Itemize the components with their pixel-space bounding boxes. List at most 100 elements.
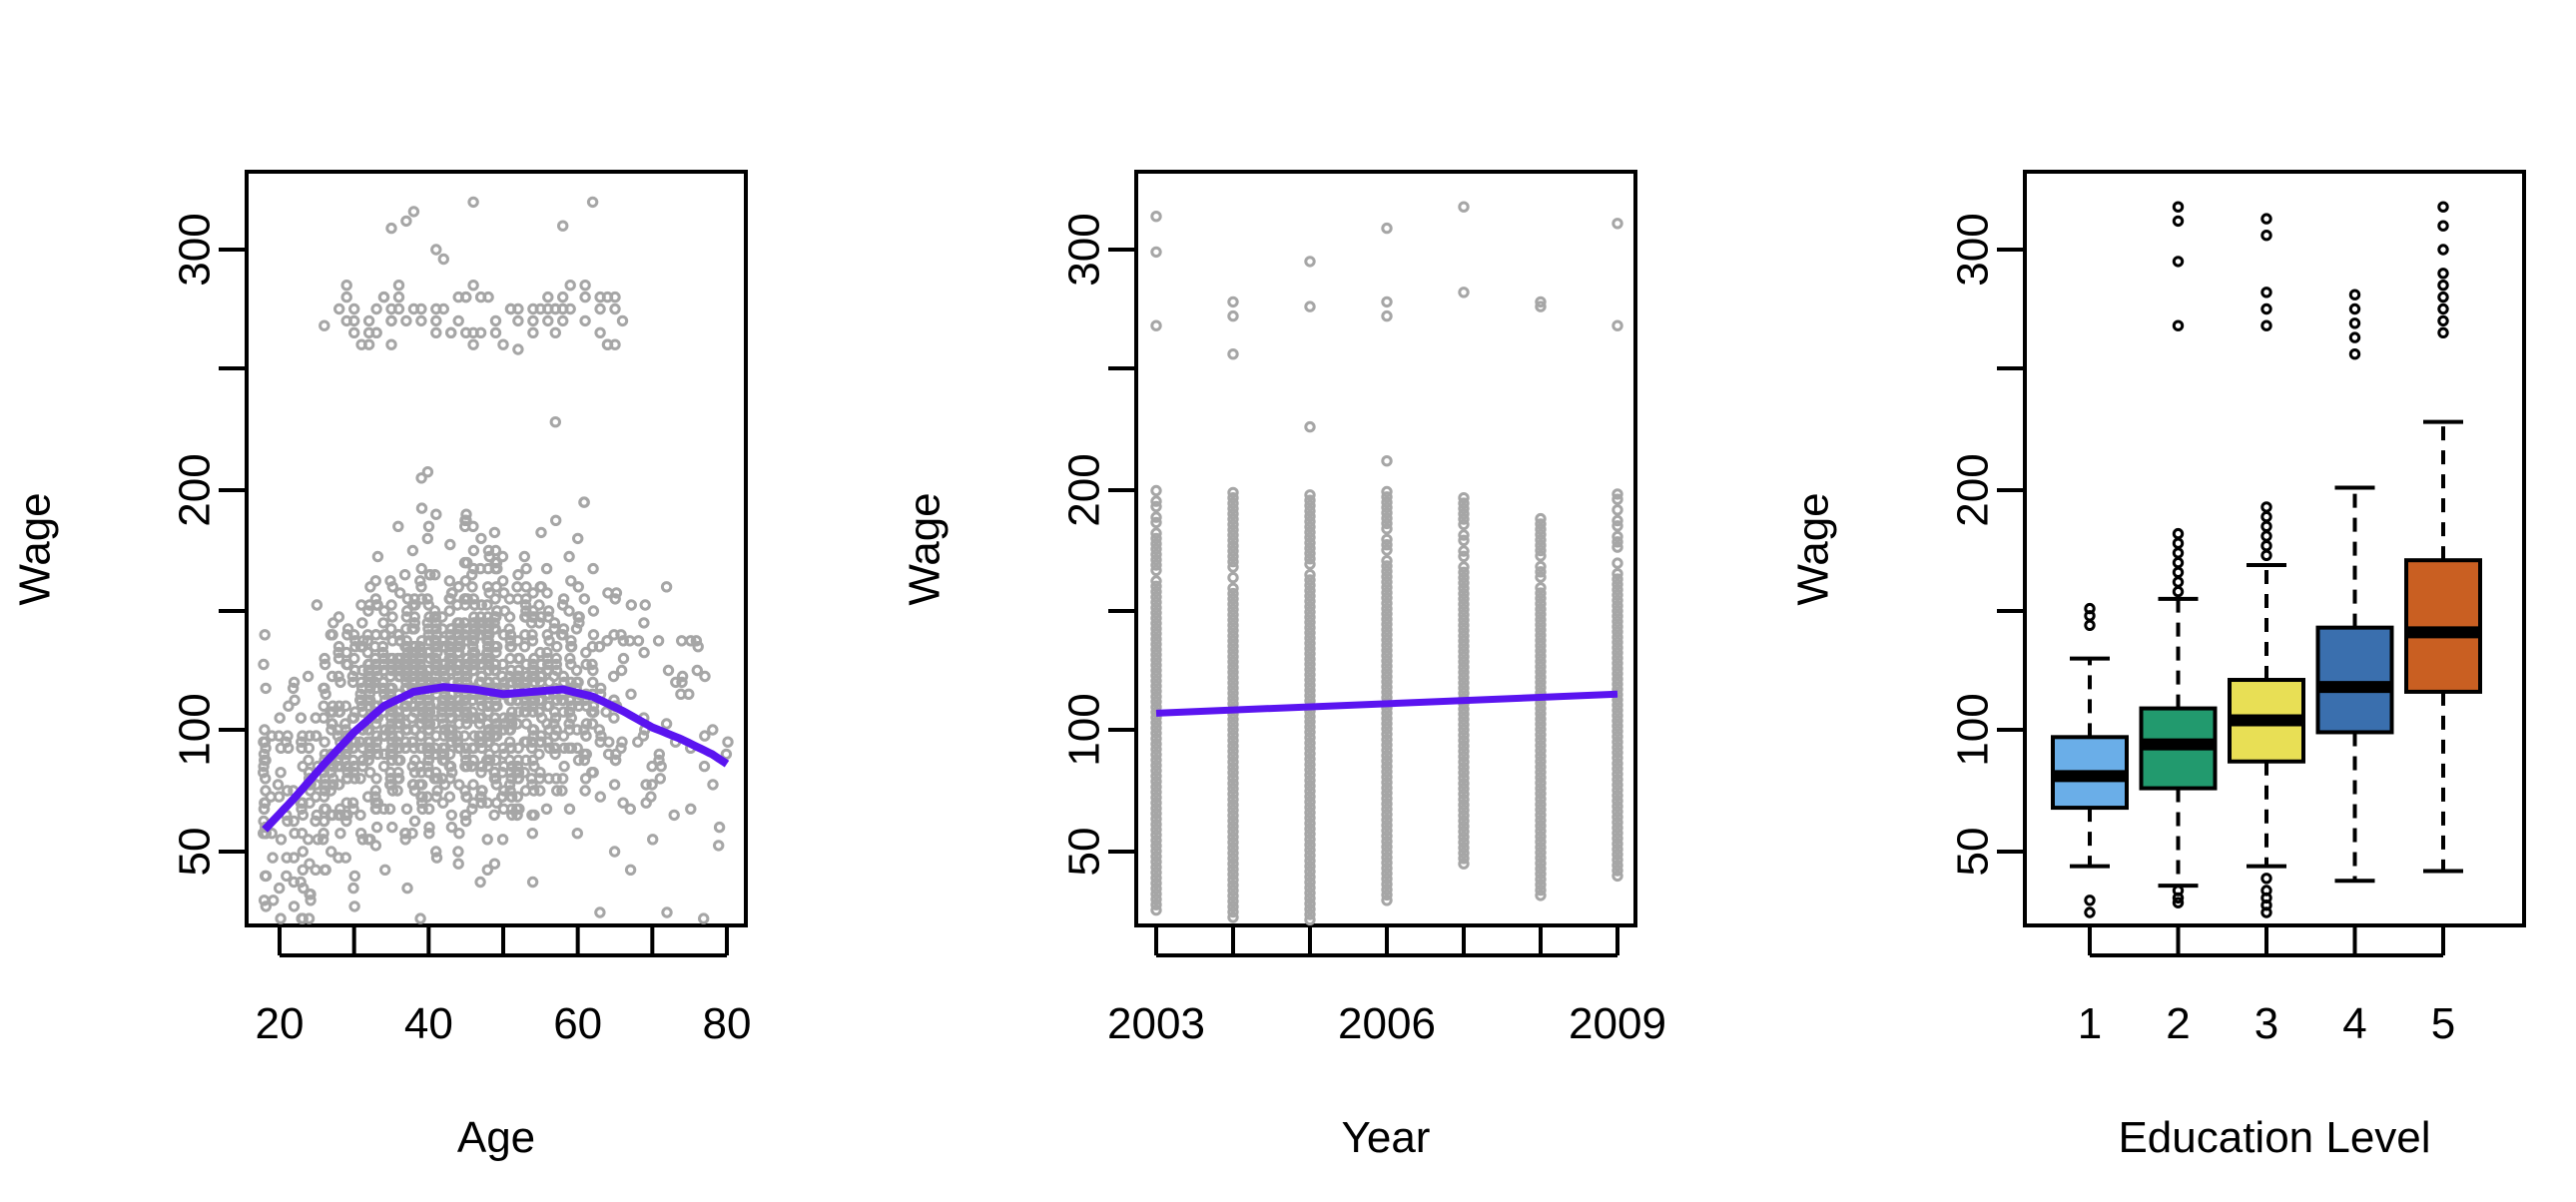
data-point	[376, 646, 389, 659]
data-point	[483, 652, 495, 665]
data-point	[1381, 555, 1393, 567]
data-point	[638, 617, 650, 629]
outlier-point	[2172, 576, 2185, 588]
data-point	[296, 803, 308, 815]
data-point	[571, 676, 583, 689]
data-point	[1381, 814, 1393, 826]
data-point	[526, 700, 539, 712]
data-point	[1458, 799, 1470, 811]
data-point	[401, 658, 413, 671]
data-point	[386, 785, 398, 797]
data-point	[528, 652, 540, 665]
data-point	[1304, 834, 1316, 846]
data-point	[1304, 489, 1316, 501]
data-point	[1535, 534, 1547, 546]
data-point	[1611, 642, 1623, 654]
data-point	[1150, 824, 1162, 836]
data-point	[1150, 538, 1162, 550]
data-point	[595, 682, 607, 695]
data-point	[1458, 201, 1470, 213]
data-point	[676, 676, 688, 689]
data-point	[661, 906, 673, 918]
data-point	[423, 611, 435, 623]
data-point	[415, 712, 427, 724]
data-point	[431, 658, 443, 671]
data-point	[489, 593, 501, 605]
data-point	[385, 779, 397, 791]
data-point	[1227, 645, 1239, 658]
scatter-points	[1150, 201, 1623, 925]
data-point	[1227, 587, 1239, 600]
data-point	[297, 730, 309, 742]
data-point	[1304, 801, 1316, 814]
data-point	[488, 724, 501, 736]
data-point	[1381, 491, 1393, 503]
outlier-point	[2260, 540, 2272, 552]
data-point	[1304, 616, 1316, 629]
data-point	[691, 664, 703, 677]
data-point	[1150, 883, 1162, 895]
data-point	[1458, 837, 1470, 849]
data-point	[692, 641, 704, 653]
data-point	[436, 742, 449, 754]
data-point	[483, 724, 495, 736]
data-point	[392, 280, 405, 292]
data-point	[565, 635, 577, 647]
data-point	[407, 206, 420, 218]
data-point	[498, 785, 510, 797]
data-point	[1304, 785, 1316, 798]
data-point	[1227, 794, 1239, 806]
data-point	[349, 706, 361, 718]
data-point	[1304, 590, 1316, 602]
data-point	[541, 629, 553, 641]
data-point	[436, 773, 448, 785]
data-point	[481, 635, 494, 647]
data-point	[283, 700, 295, 712]
data-point	[638, 646, 650, 659]
data-point	[1535, 804, 1547, 816]
data-point	[391, 664, 404, 677]
data-point	[526, 670, 538, 683]
data-point	[707, 724, 719, 736]
data-point	[1611, 768, 1623, 781]
data-point	[1304, 579, 1316, 591]
data-point	[564, 694, 577, 706]
data-point	[488, 617, 500, 629]
data-point	[364, 581, 376, 593]
data-point	[482, 641, 494, 653]
data-point	[370, 773, 382, 785]
data-point	[260, 870, 273, 883]
data-point	[429, 641, 441, 653]
data-point	[1458, 847, 1470, 860]
data-point	[1227, 561, 1239, 573]
data-point	[1611, 647, 1623, 659]
outlier-point	[2172, 319, 2185, 331]
data-point	[438, 694, 450, 706]
data-point	[1150, 770, 1162, 783]
data-point	[572, 700, 585, 712]
data-point	[288, 676, 301, 689]
data-point	[1535, 729, 1547, 741]
data-point	[288, 815, 300, 828]
data-point	[1458, 624, 1470, 637]
data-point	[503, 712, 515, 724]
data-point	[1535, 858, 1547, 870]
outlier-point	[2260, 906, 2272, 918]
data-point	[392, 742, 404, 754]
data-point	[334, 760, 346, 773]
data-point	[1535, 734, 1547, 746]
data-point	[565, 658, 577, 671]
data-point	[392, 302, 405, 315]
data-point	[340, 291, 352, 303]
data-point	[393, 712, 406, 724]
data-point	[685, 803, 697, 815]
data-point	[1381, 539, 1393, 551]
data-point	[557, 629, 569, 641]
data-point	[1304, 642, 1316, 655]
data-point	[348, 870, 360, 883]
data-point	[421, 712, 434, 724]
data-point	[676, 635, 688, 647]
data-point	[430, 852, 443, 864]
data-point	[526, 779, 538, 791]
data-point	[647, 834, 659, 846]
